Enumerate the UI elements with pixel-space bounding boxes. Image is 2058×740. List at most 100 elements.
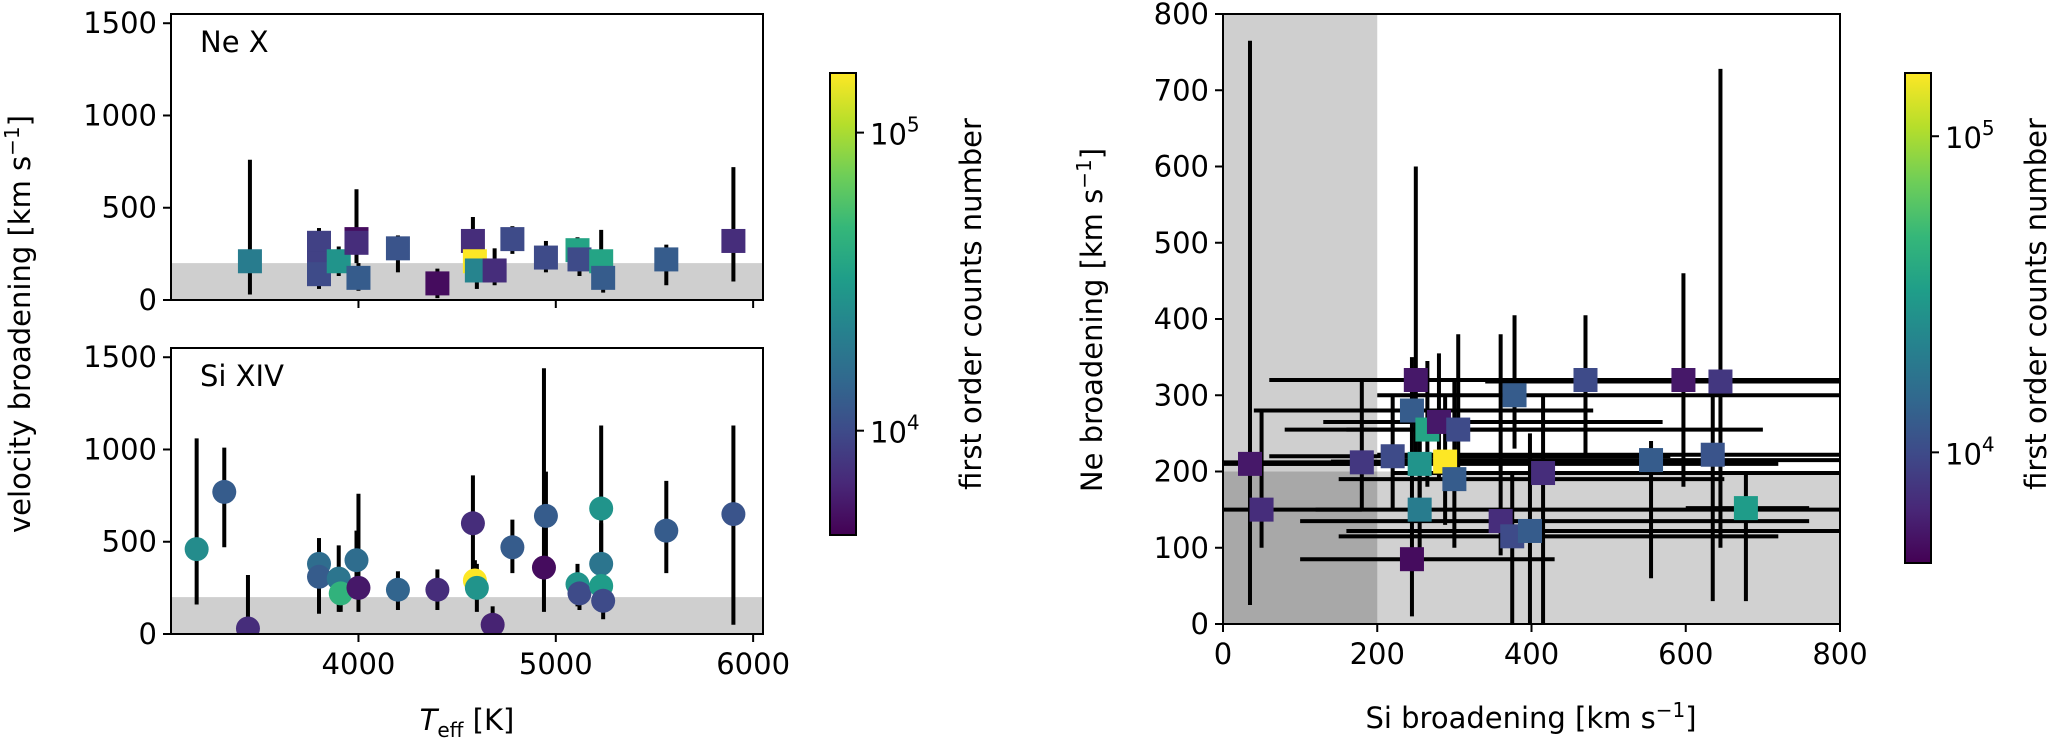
colorbar-right-label: first order counts number — [2019, 118, 2053, 490]
y-tick-label: 1500 — [83, 6, 157, 40]
si-xiv-panel-label: Si XIV — [200, 359, 284, 393]
y-tick-label: 500 — [102, 525, 157, 559]
y-tick-label: 300 — [1154, 378, 1209, 412]
data-point — [1237, 451, 1262, 476]
colorbar-left-frame — [829, 72, 857, 536]
y-tick-label: 500 — [1154, 226, 1209, 260]
data-point — [1407, 451, 1432, 476]
data-point — [721, 502, 746, 527]
data-point — [235, 616, 260, 634]
data-point — [1249, 497, 1274, 522]
data-point — [567, 581, 592, 606]
data-point — [591, 265, 616, 290]
x-tick-label: 800 — [1812, 637, 1867, 671]
colorbar-right-frame — [1904, 72, 1932, 564]
data-point — [1517, 518, 1542, 543]
y-tick-label: 600 — [1154, 150, 1209, 184]
data-point — [237, 249, 262, 274]
data-point — [1573, 368, 1598, 392]
colorbar-left: 105 104 first order counts number — [829, 72, 988, 536]
data-point — [344, 230, 369, 255]
y-tick-label: 100 — [1154, 531, 1209, 565]
data-point — [1442, 467, 1467, 492]
x-tick-label: 200 — [1350, 637, 1405, 671]
y-tick-label: 200 — [1154, 455, 1209, 489]
y-tick-label: 1000 — [83, 98, 157, 132]
si-broadening-xlabel: Si broadening [km s−1] — [1365, 698, 1696, 735]
data-point — [591, 588, 616, 613]
data-point — [385, 236, 410, 261]
velocity-broadening-ylabel: velocity broadening [km s−1] — [0, 115, 37, 533]
data-point — [1531, 461, 1556, 486]
data-point — [1349, 450, 1374, 475]
x-tick-label: 4000 — [322, 647, 396, 681]
data-point — [307, 564, 331, 589]
x-tick-label: 5000 — [519, 647, 593, 681]
colorbar-left-label: first order counts number — [954, 118, 988, 490]
data-point — [531, 555, 556, 580]
data-point — [589, 496, 614, 521]
ne-broadening-ylabel: Ne broadening [km s−1] — [1072, 148, 1109, 492]
data-point — [500, 227, 525, 252]
y-tick-label: 0 — [139, 283, 157, 317]
shade-overlap — [1223, 471, 1378, 624]
data-point — [1671, 368, 1696, 392]
colorbar-right: 105 104 first order counts number — [1904, 72, 2053, 564]
data-point — [344, 548, 369, 573]
data-point — [1407, 497, 1432, 522]
data-point — [425, 577, 450, 602]
y-tick-label: 1000 — [83, 432, 157, 466]
data-point — [654, 247, 679, 272]
data-point — [1502, 383, 1527, 408]
data-point — [1399, 547, 1424, 572]
data-point — [654, 518, 679, 543]
ne-vs-si-panel: 0 100 200 300 400 500 600 700 800 0 200 400 600 800 — [1154, 0, 1868, 671]
data-point — [482, 258, 507, 283]
ne-x-axes-frame — [170, 13, 764, 301]
ne-x-panel: 0 500 1000 1500 Ne X — [83, 6, 764, 317]
data-point — [1446, 417, 1471, 442]
teff-xlabel: Teff [K] — [420, 703, 515, 740]
ne-x-panel-label: Ne X — [200, 25, 269, 59]
data-point — [533, 245, 558, 270]
data-point — [385, 577, 410, 602]
data-point — [567, 247, 592, 272]
data-point — [212, 479, 237, 504]
data-point — [589, 551, 614, 576]
si-xiv-panel: 0 500 1000 1500 4000 5000 6000 Si XIV — [83, 340, 790, 681]
data-point — [184, 537, 209, 562]
data-point — [460, 511, 485, 536]
x-tick-label: 600 — [1658, 637, 1713, 671]
data-point — [1733, 496, 1758, 521]
y-tick-label: 800 — [1154, 0, 1209, 31]
data-point — [721, 228, 746, 253]
colorbar-tick-label: 104 — [1945, 432, 1995, 471]
y-tick-label: 0 — [1191, 607, 1209, 641]
data-point — [1700, 442, 1725, 467]
y-tick-label: 0 — [139, 617, 157, 651]
data-point — [346, 575, 371, 600]
data-point — [1403, 368, 1428, 392]
y-tick-label: 1500 — [83, 340, 157, 374]
shade-band-y — [171, 597, 763, 634]
x-tick-label: 0 — [1214, 637, 1232, 671]
data-point — [346, 265, 371, 290]
data-point — [460, 228, 485, 253]
colorbar-tick-label: 104 — [870, 411, 920, 450]
x-tick-label: 6000 — [716, 647, 790, 681]
colorbar-tick-label: 105 — [870, 113, 920, 152]
data-point — [1639, 448, 1664, 473]
colorbar-left-gradient — [830, 73, 856, 535]
data-point — [533, 503, 558, 528]
y-tick-label: 700 — [1154, 73, 1209, 107]
data-point — [500, 535, 525, 560]
x-tick-label: 400 — [1504, 637, 1559, 671]
colorbar-tick-label: 105 — [1945, 116, 1995, 155]
data-point — [1380, 444, 1405, 469]
data-point — [464, 575, 489, 600]
si-xiv-axes-frame — [170, 347, 764, 635]
colorbar-right-gradient — [1905, 73, 1931, 563]
data-point — [480, 612, 505, 634]
data-point — [425, 271, 450, 296]
